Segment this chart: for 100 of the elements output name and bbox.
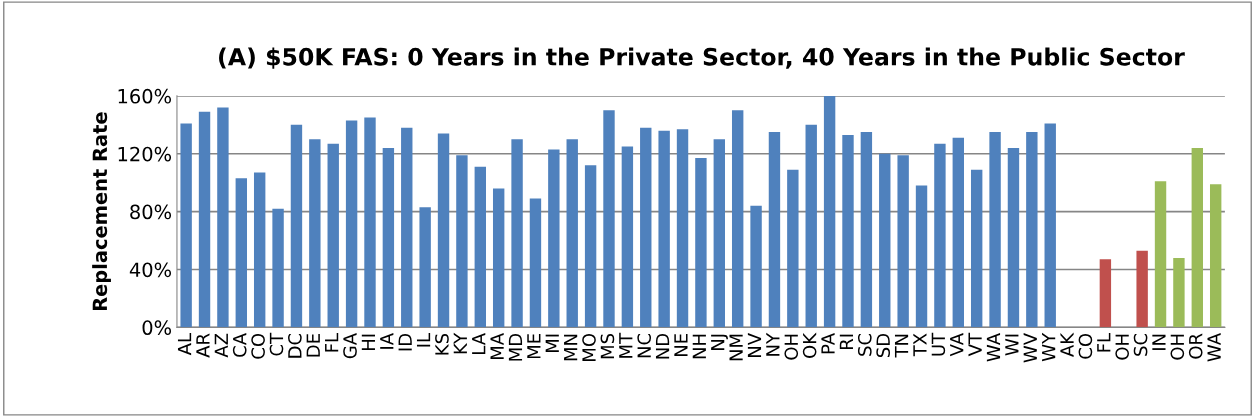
bar (566, 139, 578, 328)
bar (364, 117, 376, 328)
bar (345, 120, 358, 328)
x-tick-label: FL (1097, 333, 1111, 352)
x-tick-label: KY (453, 332, 467, 354)
x-tick-label: ND (655, 333, 670, 359)
x-tick-label: WV (1023, 333, 1037, 363)
bar (437, 133, 450, 328)
x-tick-label: NV (747, 333, 762, 357)
x-tick-label: NY (766, 332, 780, 356)
bar (180, 123, 192, 328)
bar (529, 198, 542, 328)
x-tick-label: MO (582, 333, 596, 361)
x-tick-label: NM (729, 334, 743, 361)
x-tick-label: OH (784, 334, 799, 360)
x-tick-label: RI (839, 334, 853, 349)
x-tick-label: SD (876, 333, 890, 358)
x-tick-label: ID (398, 333, 412, 351)
x-tick-label: TX (913, 333, 927, 357)
bar (860, 132, 873, 328)
bar (879, 153, 891, 328)
x-tick-label: WA (1207, 333, 1221, 362)
bar (401, 127, 413, 328)
x-tick-label: AL (177, 333, 192, 356)
x-tick-label: FL (325, 333, 339, 352)
bar (713, 139, 725, 328)
x-tick-label: MT (619, 332, 633, 358)
bar (970, 169, 983, 328)
bar (382, 147, 395, 328)
x-tick-label: OH (1170, 334, 1185, 360)
x-tick-label: MN (564, 334, 578, 361)
x-tick-label: OK (802, 332, 817, 358)
y-tick-label: 40% (129, 262, 172, 278)
bar (492, 188, 505, 328)
bar (198, 111, 211, 328)
bar (474, 166, 486, 328)
bar (658, 130, 670, 328)
bar (1173, 257, 1185, 328)
x-tick-label: AZ (214, 333, 228, 358)
bar (235, 178, 247, 328)
x-tick-label: AK (1060, 332, 1074, 357)
bar (1136, 250, 1148, 328)
x-tick-label: CO (1078, 333, 1093, 359)
y-axis-title: Replacement Rate (92, 112, 111, 311)
bar (952, 137, 964, 328)
bar (456, 155, 468, 328)
bar (1209, 184, 1222, 328)
bar (915, 185, 928, 328)
bar (640, 127, 652, 328)
bar (1044, 123, 1056, 328)
bar (787, 169, 799, 328)
x-tick-label: IA (380, 333, 394, 349)
bar (548, 149, 560, 328)
bar (750, 205, 762, 328)
x-tick-label: UT (931, 332, 946, 356)
bar (1154, 181, 1167, 328)
x-tick-label: WA (986, 333, 1001, 362)
x-tick-label: MI (545, 334, 559, 353)
x-tick-label: SC (1133, 333, 1148, 356)
bar (419, 207, 431, 328)
bar (934, 143, 946, 328)
x-tick-label: PA (821, 333, 835, 354)
bar (1099, 259, 1112, 328)
bar (842, 134, 854, 328)
bar (823, 95, 836, 328)
bar (1007, 147, 1020, 328)
x-tick-label: MA (490, 333, 504, 360)
x-tick-label: MS (600, 333, 615, 359)
x-tick-label: CT (269, 332, 284, 356)
x-tick-label: ME (527, 334, 541, 359)
bar (621, 146, 634, 328)
x-tick-label: WY (1042, 332, 1056, 362)
bar (676, 129, 689, 328)
x-tick-label: LA (472, 333, 486, 354)
x-tick-label: WI (1005, 334, 1019, 356)
x-tick-label: IN (1152, 334, 1166, 350)
bar (805, 124, 817, 328)
x-tick-label: OH (1115, 334, 1129, 360)
x-tick-label: DC (288, 333, 302, 358)
bar (603, 110, 615, 328)
x-tick-label: VT (968, 332, 982, 357)
bar (290, 124, 303, 328)
x-tick-label: KS (435, 333, 449, 355)
x-tick-label: GA (343, 333, 357, 359)
bar (1191, 147, 1203, 328)
y-tick-label: 0% (142, 320, 172, 336)
x-tick-label: MD (508, 333, 523, 361)
x-tick-label: NH (692, 334, 706, 359)
bar (584, 165, 597, 328)
bar (253, 172, 266, 328)
x-tick-label: OR (1188, 333, 1203, 359)
bar (217, 107, 229, 328)
bar (1026, 132, 1038, 328)
x-tick-label: DE (306, 334, 320, 357)
x-tick-label: CO (251, 333, 265, 359)
x-tick-label: SC (857, 333, 872, 356)
bar (897, 155, 909, 328)
x-tick-label: NJ (711, 334, 728, 350)
bar (327, 143, 339, 328)
bar (989, 132, 1001, 328)
